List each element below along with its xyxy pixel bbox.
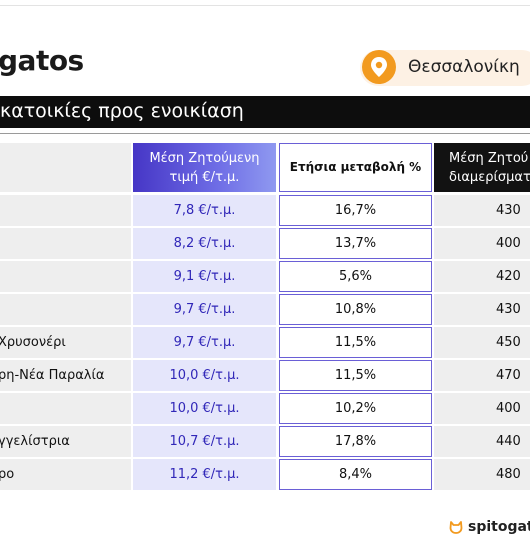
city-badge: Θεσσαλονίκη [360,50,530,86]
avg-value: 430 [496,203,521,218]
area-cell [0,228,131,259]
change-cell: 5,6% [279,261,432,292]
change-cell: 8,4% [279,459,432,490]
price-cell: 10,7 €/τ.μ. [133,426,276,457]
area-cell: Χρυσονέρι [0,327,131,358]
location-pin-icon [362,50,396,84]
table-row: 9,1 €/τ.μ. 5,6% 420 [0,261,530,292]
header-area-cell [0,143,131,192]
change-cell: 11,5% [279,327,432,358]
price-cell: 7,8 €/τ.μ. [133,195,276,226]
header-avg-line1: Μέση Ζητού [449,151,529,166]
area-cell [0,261,131,292]
avg-cell: 440 [434,426,530,457]
table-row: ρο 11,2 €/τ.μ. 8,4% 480 [0,459,530,490]
header-change: Ετήσια μεταβολή % [279,143,432,192]
avg-value: 450 [496,335,521,350]
footer-logo-text: spitogat [468,519,530,535]
area-cell: ρη-Νέα Παραλία [0,360,131,391]
table-row: ρη-Νέα Παραλία 10,0 €/τ.μ. 11,5% 470 [0,360,530,391]
area-cell [0,294,131,325]
table-row: γγελίστρια 10,7 €/τ.μ. 17,8% 440 [0,426,530,457]
price-cell: 9,7 €/τ.μ. [133,327,276,358]
change-cell: 16,7% [279,195,432,226]
avg-value: 440 [496,434,521,449]
header-price: Μέση Ζητούμενη τιμή €/τ.μ. [133,143,276,192]
table-row: 10,0 €/τ.μ. 10,2% 400 [0,393,530,424]
area-cell [0,393,131,424]
change-cell: 17,8% [279,426,432,457]
title-bar: κατοικίες προς ενοικίαση [0,96,530,128]
header-price-line2: τιμή €/τ.μ. [169,170,240,185]
avg-value: 470 [496,368,521,383]
cat-icon [448,519,464,539]
area-cell: γγελίστρια [0,426,131,457]
avg-cell: 450 [434,327,530,358]
price-cell: 10,0 €/τ.μ. [133,360,276,391]
city-name: Θεσσαλονίκη [408,57,520,77]
avg-cell: 400 [434,228,530,259]
area-cell [0,195,131,226]
avg-value: 430 [496,302,521,317]
header-avg: Μέση Ζητού διαμερίσματ [434,143,530,192]
header-avg-line2: διαμερίσματ [449,170,530,185]
price-cell: 8,2 €/τ.μ. [133,228,276,259]
table-row: 9,7 €/τ.μ. 10,8% 430 [0,294,530,325]
change-cell: 11,5% [279,360,432,391]
avg-cell: 430 [434,294,530,325]
change-cell: 13,7% [279,228,432,259]
avg-cell: 420 [434,261,530,292]
table-row: 7,8 €/τ.μ. 16,7% 430 [0,195,530,226]
divider [0,133,530,134]
table-row: Χρυσονέρι 9,7 €/τ.μ. 11,5% 450 [0,327,530,358]
change-cell: 10,8% [279,294,432,325]
area-cell: ρο [0,459,131,490]
avg-value: 480 [496,467,521,482]
avg-cell: 400 [434,393,530,424]
price-cell: 9,7 €/τ.μ. [133,294,276,325]
avg-cell: 480 [434,459,530,490]
header-price-line1: Μέση Ζητούμενη [149,151,260,166]
page-title: κατοικίες προς ενοικίαση [0,100,244,122]
brand-logo-text: gatos [0,44,84,77]
price-cell: 9,1 €/τ.μ. [133,261,276,292]
avg-value: 400 [496,236,521,251]
change-cell: 10,2% [279,393,432,424]
price-cell: 11,2 €/τ.μ. [133,459,276,490]
table-row: 8,2 €/τ.μ. 13,7% 400 [0,228,530,259]
avg-value: 400 [496,401,521,416]
avg-cell: 430 [434,195,530,226]
avg-value: 420 [496,269,521,284]
price-cell: 10,0 €/τ.μ. [133,393,276,424]
avg-cell: 470 [434,360,530,391]
